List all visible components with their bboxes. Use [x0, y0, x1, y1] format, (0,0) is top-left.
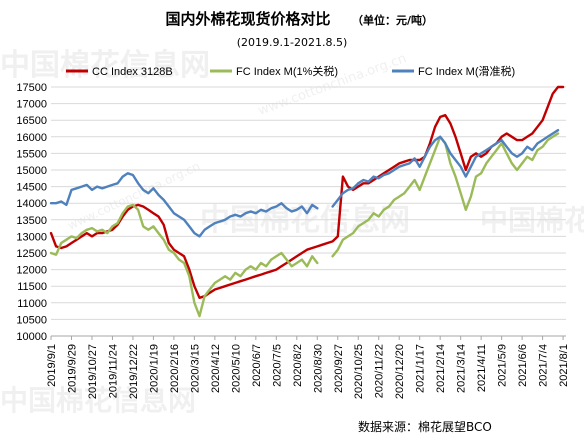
x-tick-label: 2020/2/16	[169, 344, 181, 393]
x-tick-label: 2020/7/5	[271, 344, 283, 387]
y-axis-ticks: 10000 10500 11000 11500 12000 12500 13000 13500…	[16, 82, 47, 343]
y-tick-label: 10500	[16, 314, 47, 326]
x-tick-label: 2019/9/29	[66, 344, 78, 393]
x-tick-label: 2021/1/17	[415, 344, 427, 393]
chart-subtitle: (2019.9.1-2021.8.5)	[237, 36, 348, 49]
x-tick-label: 2021/6/6	[517, 344, 529, 387]
x-tick-label: 2019/12/22	[128, 344, 140, 399]
x-tick-label: 2019/11/24	[107, 344, 119, 398]
x-tick-label: 2020/8/30	[312, 344, 324, 393]
chart-title: 国内外棉花现货价格对比	[165, 10, 330, 28]
y-tick-label: 14000	[16, 198, 47, 210]
y-tick-label: 16000	[16, 132, 47, 144]
watermark-cn-4: 中国棉花信息网	[480, 204, 584, 237]
x-tick-label: 2020/8/2	[292, 344, 304, 387]
watermark-cn-2: 中国棉花信息网	[200, 203, 410, 238]
x-tick-label: 2021/4/11	[476, 344, 488, 392]
x-tick-label: 2021/3/14	[456, 344, 468, 393]
x-tick-label: 2020/5/10	[230, 344, 242, 393]
legend: CC Index 3128B FC Index M(1%关税) FC Index M…	[66, 64, 515, 78]
y-tick-label: 17500	[16, 82, 47, 94]
source-note: 数据来源：棉花展望BCO	[358, 419, 492, 434]
x-tick-label: 2019/9/1	[46, 344, 58, 387]
x-tick-label: 2019/10/27	[87, 344, 99, 399]
y-tick-label: 10000	[16, 331, 47, 343]
legend-label-1: FC Index M(1%关税)	[236, 64, 338, 78]
watermark-cn: 中国棉花信息网	[0, 48, 210, 83]
y-tick-label: 16500	[16, 115, 47, 127]
y-tick-label: 13000	[16, 231, 47, 243]
chart-unit-note: （单位：元/吨）	[352, 13, 433, 27]
x-tick-label: 2020/9/27	[333, 344, 345, 393]
x-tick-label: 2020/12/20	[394, 344, 406, 399]
x-tick-label: 2020/11/22	[374, 344, 386, 398]
series-line-2	[49, 129, 560, 238]
watermark-url: www.cottonchina.org.cn	[256, 51, 408, 119]
y-tick-label: 14500	[16, 182, 47, 194]
x-tick-label: 2020/10/25	[353, 344, 365, 399]
y-tick-label: 15500	[16, 148, 47, 160]
y-tick-label: 17000	[16, 99, 47, 111]
legend-label-0: CC Index 3128B	[92, 66, 173, 78]
x-tick-label: 2020/6/7	[251, 344, 263, 387]
x-tick-label: 2021/8/1	[558, 344, 570, 387]
x-tick-label: 2021/7/4	[538, 344, 550, 387]
x-tick-label: 2021/2/14	[435, 344, 447, 393]
x-tick-label: 2020/3/15	[189, 344, 201, 393]
y-tick-label: 13500	[16, 215, 47, 227]
x-tick-label: 2020/4/12	[210, 344, 222, 393]
y-tick-label: 12000	[16, 265, 47, 277]
y-tick-label: 15000	[16, 165, 47, 177]
watermark-cn-3: 中国棉花信息网	[0, 384, 196, 417]
x-tick-label: 2021/5/9	[497, 344, 509, 387]
legend-label-2: FC Index M(滑准税)	[418, 64, 515, 78]
series-layer	[49, 85, 565, 318]
y-tick-label: 11500	[17, 281, 47, 293]
y-tick-label: 12500	[16, 248, 47, 260]
x-axis-ticks: 2019/9/1 2019/9/29 2019/10/27 2019/11/24 201…	[46, 336, 570, 399]
x-tick-label: 2020/1/19	[148, 344, 160, 393]
y-tick-label: 11000	[17, 298, 47, 310]
